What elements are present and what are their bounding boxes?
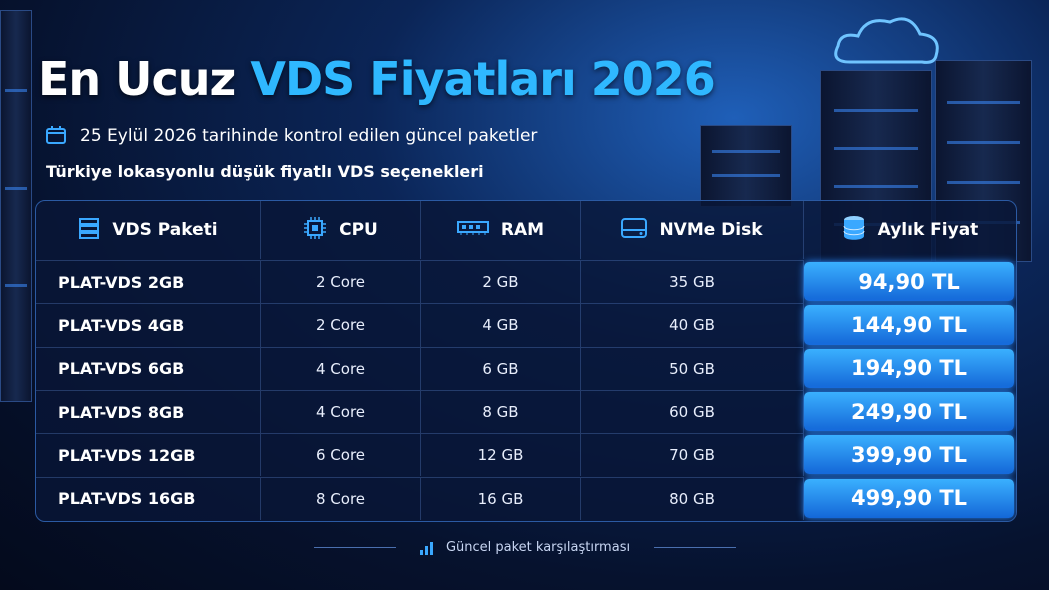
- table-cell: PLAT-VDS 8GB: [36, 389, 261, 434]
- table-cell: PLAT-VDS 2GB: [36, 260, 261, 304]
- table-cell: 60 GB: [581, 389, 804, 434]
- table-row: PLAT-VDS 4GB 2 Core 4 GB 40 GB 144,90 TL: [36, 303, 1016, 347]
- table-cell: 35 GB: [581, 260, 804, 304]
- icon: [843, 215, 865, 240]
- column-title: CPU: [339, 220, 378, 240]
- subtitle: 25 Eylül 2026 tarihinde kontrol edilen g…: [46, 126, 537, 146]
- table-row: PLAT-VDS 8GB 4 Core 8 GB 60 GB 249,90 TL: [36, 389, 1016, 434]
- column-header: VDS Paketi: [36, 201, 261, 259]
- column-header: Aylık Fiyat: [804, 201, 1016, 259]
- table-cell: 2 Core: [261, 260, 421, 304]
- icon: [621, 217, 648, 238]
- table-cell: PLAT-VDS 16GB: [36, 476, 261, 520]
- table-cell: 12 GB: [421, 433, 581, 477]
- table-row: PLAT-VDS 2GB 2 Core 2 GB 35 GB 94,90 TL: [36, 260, 1016, 304]
- divider: [654, 547, 737, 548]
- table-cell: 8 Core: [261, 476, 421, 520]
- table-cell: 4 Core: [261, 346, 421, 390]
- table-cell: PLAT-VDS 6GB: [36, 346, 261, 390]
- table-cell: 16 GB: [421, 476, 581, 520]
- table-cell: 2 GB: [421, 260, 581, 304]
- server-rack: [0, 10, 32, 402]
- icon: [79, 217, 100, 239]
- table-cell: 4 Core: [261, 389, 421, 434]
- price-cell: 249,90 TL: [804, 391, 1014, 432]
- column-icon: [842, 215, 866, 246]
- tagline: Türkiye lokasyonlu düşük fiyatlı VDS seç…: [46, 162, 484, 181]
- divider: [314, 547, 396, 548]
- chart-icon: [419, 541, 433, 555]
- icon: [456, 220, 489, 235]
- column-header: CPU: [261, 201, 421, 259]
- table-cell: 50 GB: [581, 346, 804, 390]
- table-cell: 80 GB: [581, 476, 804, 520]
- price-cell: 499,90 TL: [804, 478, 1014, 518]
- title-text: En Ucuz: [38, 52, 236, 106]
- column-icon: [78, 217, 100, 244]
- column-icon: [456, 220, 489, 241]
- table-cell: 6 GB: [421, 346, 581, 390]
- table-row: PLAT-VDS 6GB 4 Core 6 GB 50 GB 194,90 TL: [36, 346, 1016, 390]
- price-cell: 399,90 TL: [804, 435, 1014, 475]
- table-cell: 2 Core: [261, 303, 421, 347]
- title-highlight: VDS Fiyatları 2026: [250, 52, 715, 106]
- price-cell: 194,90 TL: [804, 348, 1014, 388]
- column-header: RAM: [421, 201, 581, 259]
- column-title: RAM: [500, 220, 545, 240]
- table-cell: 70 GB: [581, 433, 804, 477]
- subtitle-text: 25 Eylül 2026 tarihinde kontrol edilen g…: [80, 126, 538, 146]
- server-rack: [700, 125, 792, 207]
- table-cell: 40 GB: [581, 303, 804, 347]
- calendar-icon: [46, 126, 66, 144]
- cloud-icon: [834, 17, 939, 64]
- column-icon: [621, 217, 648, 244]
- table-cell: PLAT-VDS 4GB: [36, 303, 261, 347]
- table-cell: PLAT-VDS 12GB: [36, 433, 261, 477]
- column-title: Aylık Fiyat: [877, 220, 979, 240]
- column-icon: [303, 216, 327, 245]
- footer: Güncel paket karşılaştırması: [290, 540, 760, 555]
- footer-text: Güncel paket karşılaştırması: [445, 540, 631, 555]
- title: En Ucuz VDS Fiyatları 2026: [38, 52, 716, 106]
- price-table: VDS Paketi CPU RAM NVMe Disk Aylık Fiyat PLAT…: [35, 200, 1017, 522]
- table-cell: 8 GB: [421, 389, 581, 434]
- column-title: NVMe Disk: [659, 220, 763, 240]
- table-cell: 6 Core: [261, 433, 421, 477]
- price-cell: 94,90 TL: [804, 262, 1014, 302]
- column-header: NVMe Disk: [581, 201, 804, 259]
- header-row: VDS Paketi CPU RAM NVMe Disk Aylık Fiyat: [36, 201, 1016, 259]
- icon: [304, 216, 327, 239]
- table-row: PLAT-VDS 16GB 8 Core 16 GB 80 GB 499,90 TL: [36, 476, 1016, 520]
- column-title: VDS Paketi: [112, 220, 218, 240]
- table-row: PLAT-VDS 12GB 6 Core 12 GB 70 GB 399,90 TL: [36, 433, 1016, 477]
- table-cell: 4 GB: [421, 303, 581, 347]
- price-cell: 144,90 TL: [804, 305, 1014, 345]
